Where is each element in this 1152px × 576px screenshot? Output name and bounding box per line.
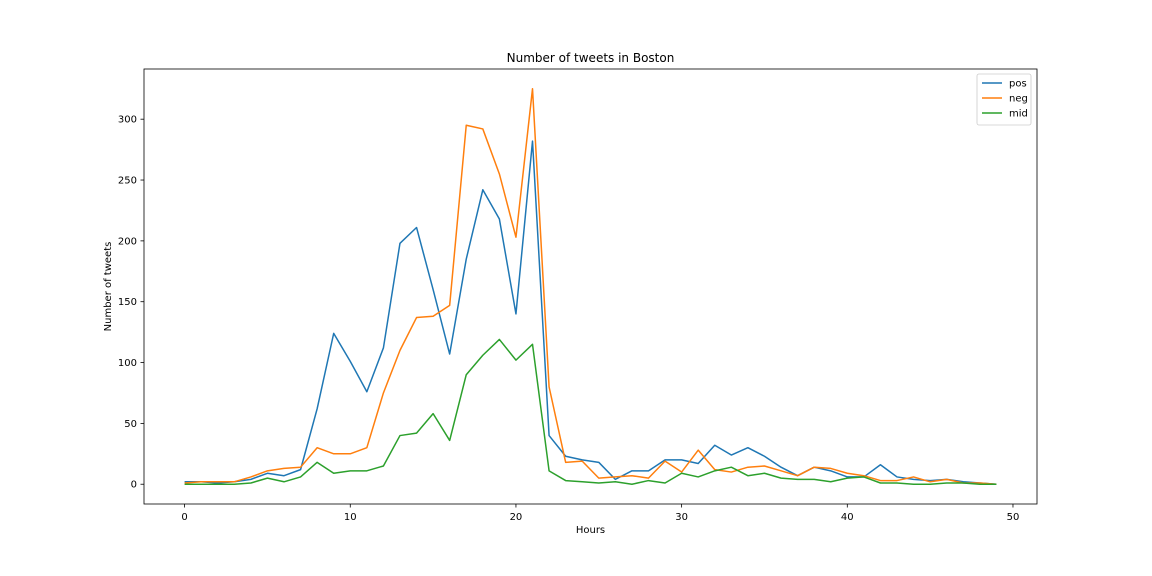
- y-tick-label: 150: [118, 297, 137, 308]
- y-tick-label: 50: [124, 419, 137, 430]
- y-tick-label: 250: [118, 176, 137, 187]
- series-layer: [184, 88, 997, 485]
- legend: pos neg mid: [976, 73, 1032, 126]
- series-line-mid: [184, 338, 997, 485]
- x-axis-label: Hours: [576, 525, 605, 536]
- legend-label-pos: pos: [1009, 79, 1027, 90]
- x-tick-label: 10: [344, 512, 357, 523]
- axes-layer: [143, 68, 1038, 505]
- x-tick-label: 20: [510, 512, 523, 523]
- ticks-layer: 0 10 20 30 40 50 0 50 100 150 200 250 300: [118, 115, 1019, 523]
- x-tick-label: 50: [1007, 512, 1020, 523]
- plot-frame: [143, 68, 1038, 505]
- y-tick-label: 0: [131, 480, 137, 491]
- legend-label-neg: neg: [1009, 94, 1028, 105]
- x-tick-label: 40: [841, 512, 854, 523]
- x-tick-label: 0: [181, 512, 187, 523]
- legend-label-mid: mid: [1009, 109, 1028, 120]
- y-axis-label: Number of tweets: [103, 242, 114, 332]
- x-tick-label: 30: [675, 512, 688, 523]
- y-tick-label: 200: [118, 236, 137, 247]
- y-tick-label: 100: [118, 358, 137, 369]
- series-line-neg: [184, 88, 997, 485]
- y-tick-label: 300: [118, 115, 137, 126]
- chart-title: Number of tweets in Boston: [507, 51, 675, 65]
